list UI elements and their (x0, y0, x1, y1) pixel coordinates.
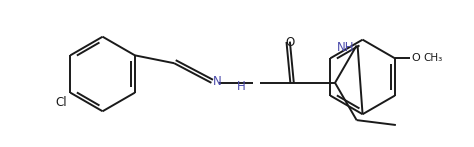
Text: Cl: Cl (56, 96, 67, 109)
Text: CH₃: CH₃ (423, 53, 443, 63)
Text: NH: NH (337, 41, 355, 54)
Text: O: O (285, 36, 294, 49)
Text: N: N (212, 75, 221, 88)
Text: H: H (237, 80, 245, 93)
Text: O: O (411, 53, 420, 63)
